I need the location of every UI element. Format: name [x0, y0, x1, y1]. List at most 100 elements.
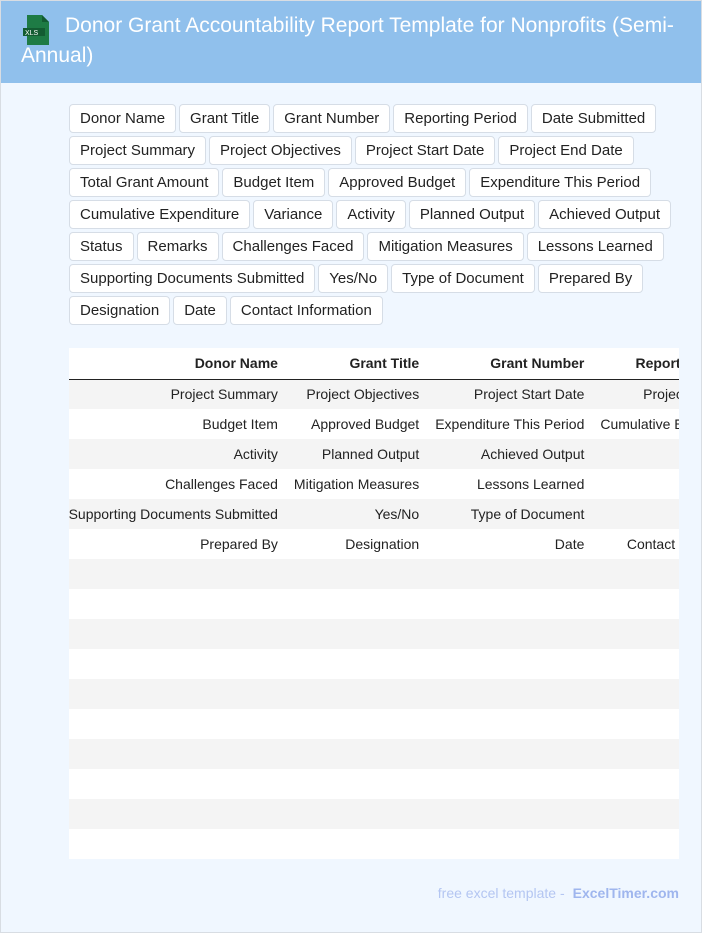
table-cell: [285, 619, 428, 649]
table-row: 15: [69, 829, 679, 859]
table-cell: [69, 559, 286, 589]
table-cell: [592, 499, 679, 529]
field-tag[interactable]: Prepared By: [537, 264, 644, 293]
header: XLS Donor Grant Accountability Report Te…: [1, 1, 701, 83]
table-cell: [427, 709, 592, 739]
field-tag[interactable]: Grant Number: [273, 104, 391, 133]
table-row: 4Supporting Documents SubmittedYes/NoTyp…: [69, 499, 679, 529]
table-cell: [69, 589, 286, 619]
table-cell: [592, 619, 679, 649]
field-tag[interactable]: Designation: [69, 296, 171, 325]
table-cell: Yes/No: [285, 499, 428, 529]
table-cell: [592, 829, 679, 859]
field-tag[interactable]: Project End Date: [498, 136, 634, 165]
table-cell: Achieved Output: [427, 439, 593, 469]
table-cell: [69, 829, 286, 859]
column-header: Grant Title: [285, 348, 428, 380]
table-cell: [69, 739, 286, 769]
table-cell: [427, 589, 592, 619]
field-tag[interactable]: Variance: [253, 200, 334, 229]
field-tag[interactable]: Supporting Documents Submitted: [69, 264, 316, 293]
table-row: 12: [69, 739, 679, 769]
table-cell: [286, 589, 427, 619]
field-tag[interactable]: Expenditure This Period: [469, 168, 652, 197]
table-cell: [592, 739, 679, 769]
table-cell: [592, 769, 679, 799]
field-tag[interactable]: Donor Name: [69, 104, 177, 133]
table-cell: [427, 649, 592, 679]
footer-text: free excel template -: [437, 885, 565, 901]
table-cell: [69, 799, 286, 829]
table-cell: [592, 469, 679, 499]
field-tag[interactable]: Type of Document: [391, 264, 535, 293]
field-tag[interactable]: Approved Budget: [328, 168, 467, 197]
table-cell: [427, 829, 592, 859]
table-cell: [592, 799, 679, 829]
field-tag[interactable]: Achieved Output: [538, 200, 672, 229]
table-row: 13: [69, 769, 679, 799]
table-cell: [286, 709, 427, 739]
field-tag[interactable]: Budget Item: [222, 168, 326, 197]
field-tag[interactable]: Grant Title: [179, 104, 271, 133]
footer-brand-link[interactable]: ExcelTimer.com: [572, 885, 679, 901]
table-row: 11: [69, 709, 679, 739]
table-cell: [427, 769, 592, 799]
table-cell: [285, 739, 428, 769]
table-cell: Prepared By: [200, 536, 278, 552]
field-tag[interactable]: Date Submitted: [530, 104, 657, 133]
table-cell: [69, 769, 286, 799]
table-row: 9: [69, 649, 679, 679]
table-cell: Activity: [69, 439, 286, 469]
table-cell: Contact Information: [626, 536, 679, 552]
table-cell: [286, 769, 427, 799]
field-tag[interactable]: Yes/No: [318, 264, 389, 293]
field-tag[interactable]: Reporting Period: [393, 104, 528, 133]
table-cell: [592, 709, 679, 739]
table-cell: Planned Output: [285, 439, 428, 469]
page-title: Donor Grant Accountability Report Templa…: [21, 14, 674, 67]
table-cell: Lessons Learned: [476, 476, 585, 492]
field-tag[interactable]: Remarks: [136, 232, 219, 261]
table-cell: Cumulative Expenditure: [600, 416, 679, 432]
table-row: 8: [69, 619, 679, 649]
table-cell: Type of Document: [427, 499, 593, 529]
field-tag[interactable]: Date: [173, 296, 227, 325]
table-cell: Expenditure This Period: [435, 416, 585, 432]
table-cell: Designation: [345, 536, 420, 552]
table-cell: Project Objectives: [285, 379, 428, 409]
column-header: Grant Number: [427, 348, 593, 380]
field-tag[interactable]: Activity: [336, 200, 406, 229]
field-tag[interactable]: Lessons Learned: [526, 232, 664, 261]
table-cell: Project End Date: [592, 379, 679, 409]
table-row: 7: [69, 589, 679, 619]
field-tag[interactable]: Planned Output: [408, 200, 536, 229]
xls-label: XLS: [25, 30, 39, 37]
table-row: 10: [69, 679, 679, 709]
column-header: Reporting Period: [592, 348, 679, 380]
field-tag[interactable]: Challenges Faced: [221, 232, 365, 261]
field-tag[interactable]: Project Start Date: [354, 136, 496, 165]
field-tag[interactable]: Project Objectives: [209, 136, 352, 165]
footer: free excel template - ExcelTimer.com: [438, 885, 679, 901]
table-cell: Project Summary: [69, 379, 286, 409]
field-tag[interactable]: Status: [69, 232, 134, 261]
table-row: 14: [69, 799, 679, 829]
field-tag[interactable]: Total Grant Amount: [69, 168, 220, 197]
field-tag[interactable]: Mitigation Measures: [367, 232, 524, 261]
field-tag[interactable]: Cumulative Expenditure: [69, 200, 251, 229]
table-cell: [69, 709, 286, 739]
field-tag[interactable]: Project Summary: [69, 136, 207, 165]
table-cell: [592, 559, 679, 589]
table-cell: Challenges Faced: [165, 476, 278, 492]
table-cell: [69, 679, 286, 709]
field-tag[interactable]: Contact Information: [229, 296, 383, 325]
table-cell: [69, 619, 286, 649]
table-cell: Budget Item: [202, 416, 278, 432]
